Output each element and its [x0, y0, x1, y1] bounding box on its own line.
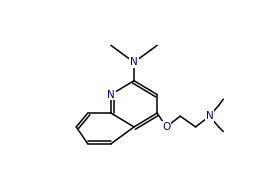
- Text: N: N: [107, 90, 115, 100]
- Text: O: O: [162, 122, 171, 132]
- Text: N: N: [206, 111, 213, 121]
- Text: N: N: [130, 57, 138, 67]
